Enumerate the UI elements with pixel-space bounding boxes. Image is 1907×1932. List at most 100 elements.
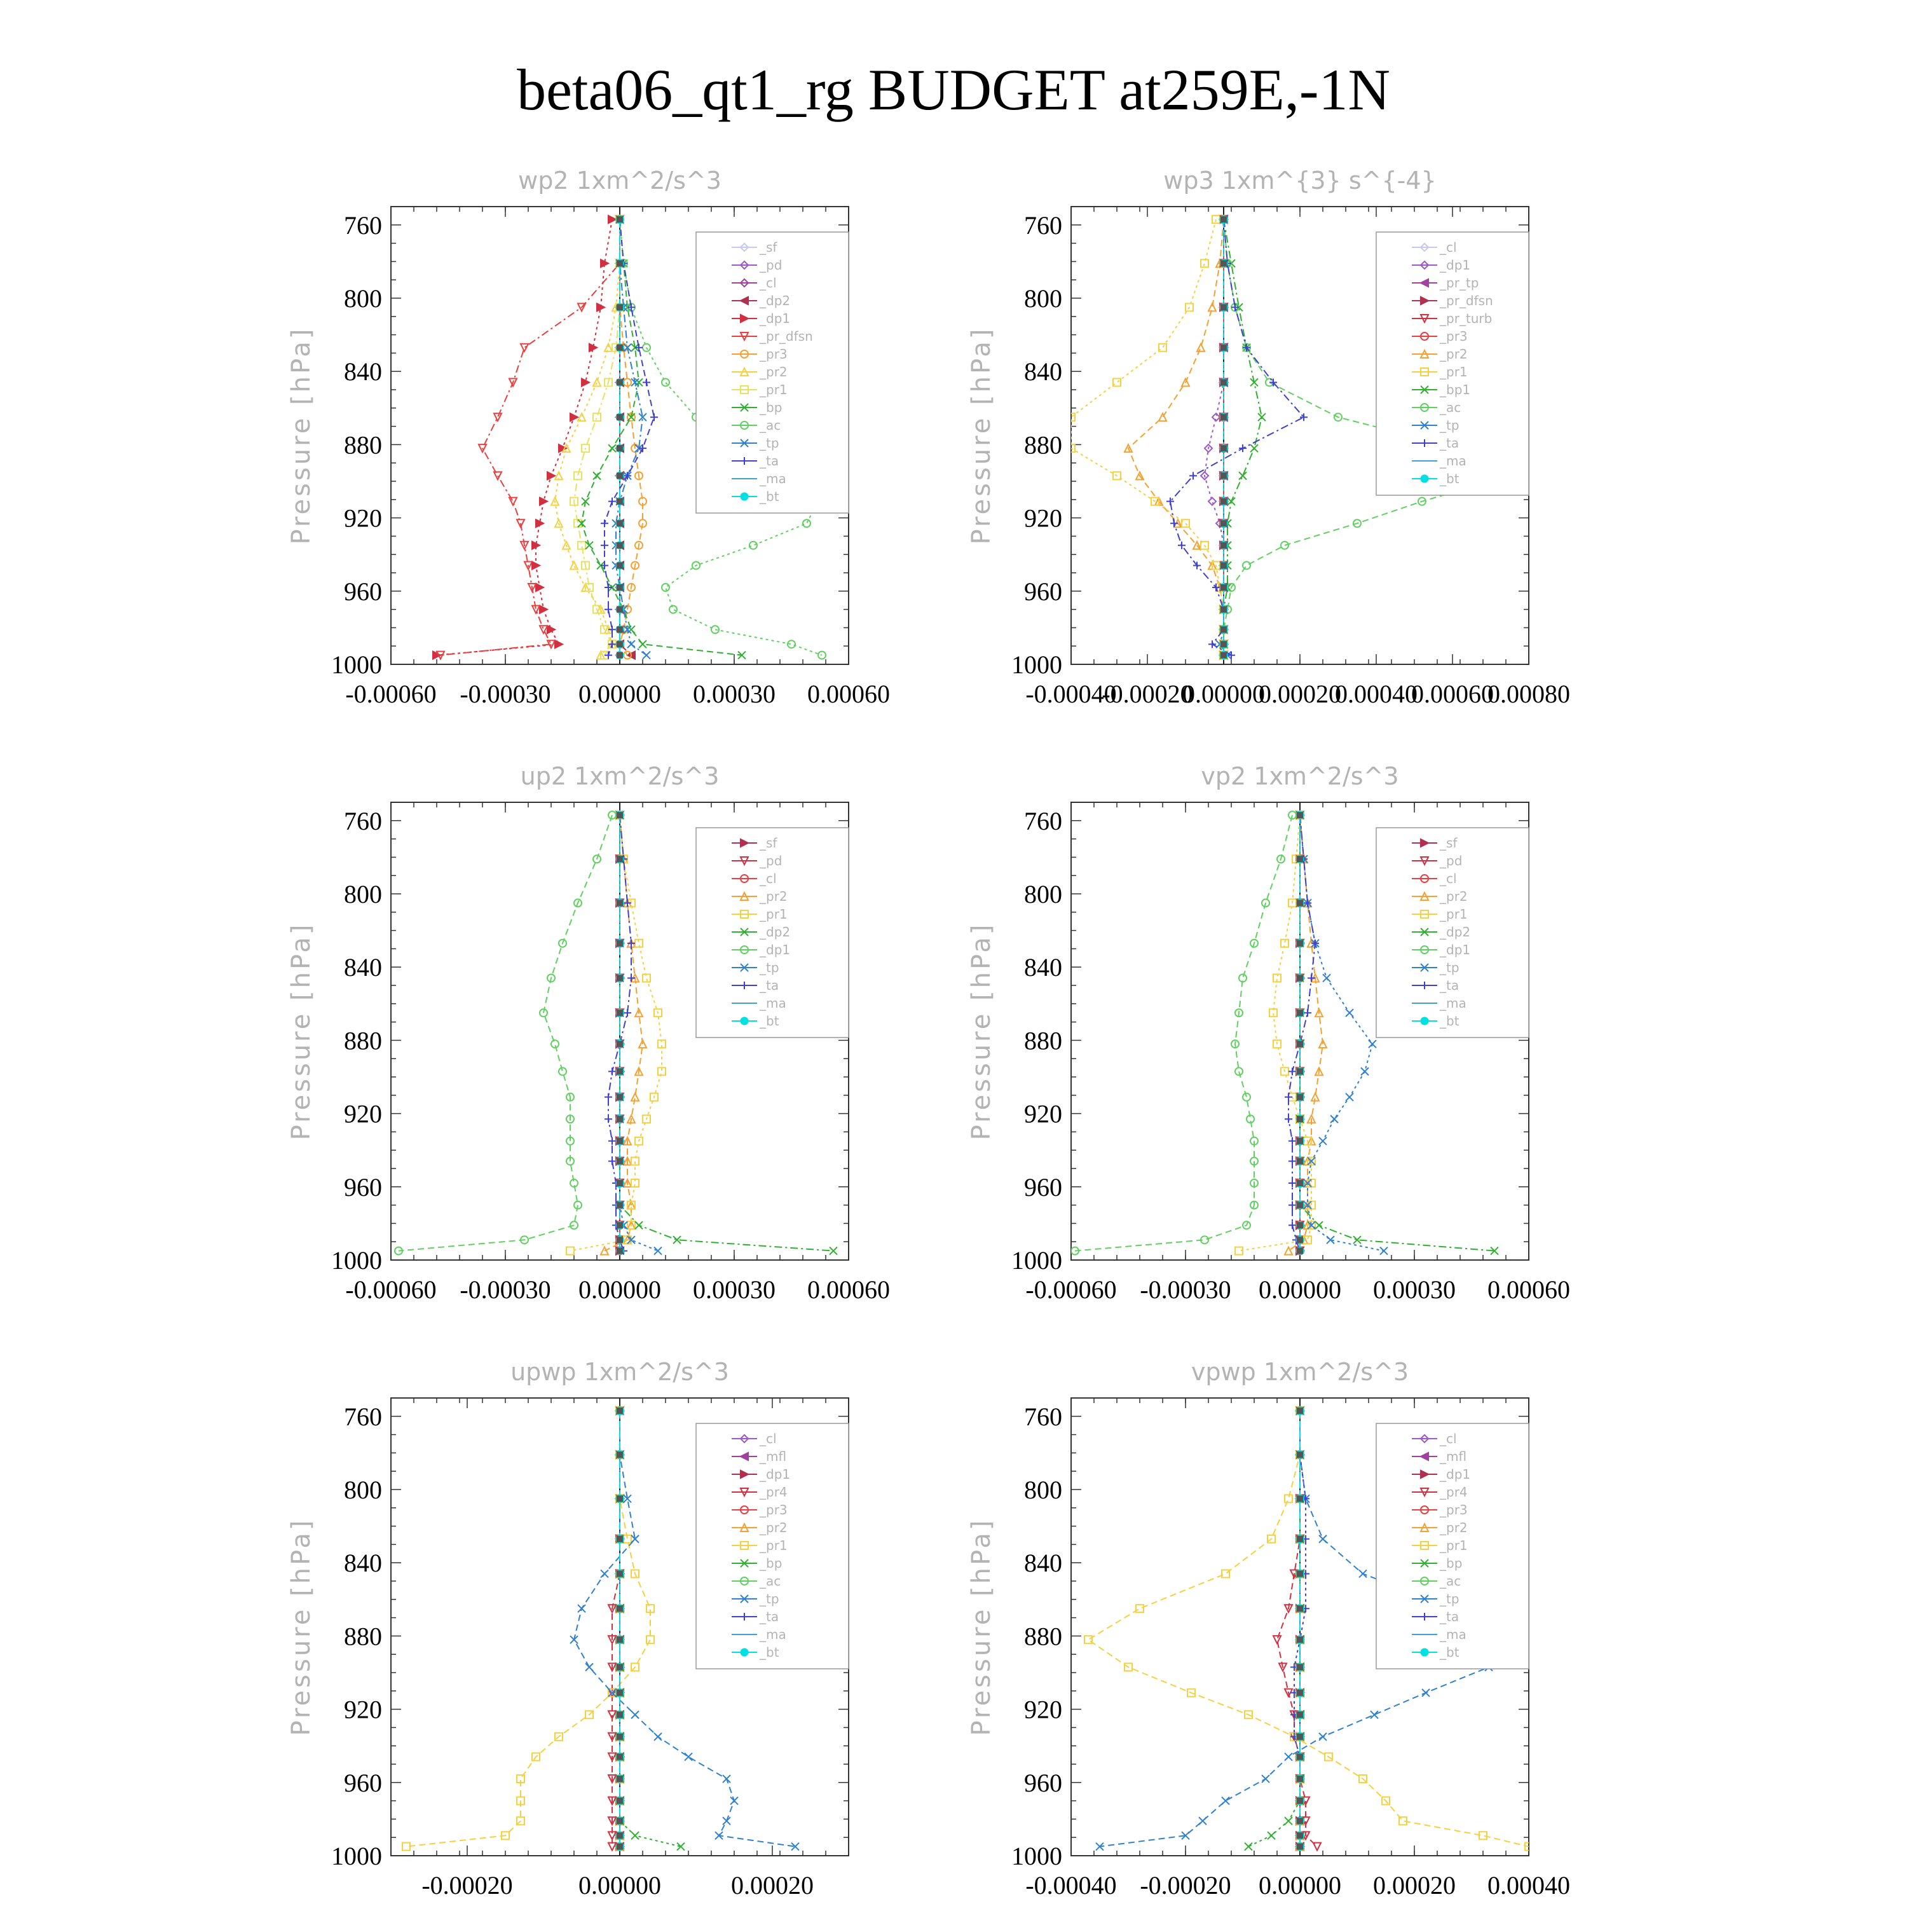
legend-item: _pd [732, 257, 782, 273]
data-point [601, 561, 608, 570]
data-point [1322, 973, 1331, 983]
plot-area [432, 214, 826, 661]
legend-marker [1420, 963, 1429, 972]
data-point [643, 378, 650, 387]
data-point [631, 1179, 639, 1188]
data-point [676, 1842, 685, 1851]
data-point [531, 605, 541, 615]
legend-marker [740, 313, 750, 324]
series-line [1288, 815, 1316, 1251]
legend-marker [740, 1594, 749, 1603]
legend-label: _bt [1439, 1013, 1459, 1029]
panel-title: up2 1xm^2/s^3 [521, 762, 720, 790]
data-point [547, 973, 556, 983]
legend-marker [1419, 1434, 1430, 1444]
data-point [1276, 854, 1285, 864]
y-tick-label: 840 [344, 953, 382, 982]
data-point [1071, 1246, 1079, 1256]
zero-marker [617, 1202, 623, 1209]
data-point [1238, 973, 1247, 983]
legend-label: _ta [759, 978, 779, 993]
plot-area [1071, 214, 1514, 661]
x-tick-label: -0.00060 [1025, 1275, 1116, 1304]
legend-item: _bt [732, 489, 779, 504]
y-axis-label: Pressure [hPa] [967, 922, 996, 1141]
legend-label: _dp1 [759, 942, 790, 957]
series-tp [570, 1406, 800, 1851]
data-point [1084, 1635, 1093, 1645]
legend-label: _tp [1439, 418, 1459, 433]
legend-item: _bt [732, 1013, 779, 1029]
legend-label: _tp [1439, 1591, 1459, 1607]
legend-label: _mfl [759, 1449, 786, 1464]
data-point [592, 471, 601, 481]
panel-wp3: wp3 1xm^{3} s^{-4} Pressure [hPa] 760 800 84… [967, 156, 1646, 741]
zero-marker [1297, 1797, 1303, 1804]
zero-marker [1297, 1711, 1303, 1718]
zero-marker [1297, 1180, 1303, 1187]
zero-marker [1297, 1010, 1303, 1017]
data-point [627, 1200, 636, 1210]
data-point [561, 442, 571, 453]
series-line [1288, 815, 1324, 1252]
data-point [634, 1007, 644, 1018]
legend-marker [739, 260, 749, 270]
series-line [440, 219, 620, 656]
data-point [1250, 938, 1259, 948]
zero-marker [617, 1093, 623, 1100]
legend-item: _ac [732, 1573, 781, 1589]
zero-marker [617, 1116, 623, 1123]
legend-marker [1420, 1469, 1430, 1479]
data-point [432, 650, 442, 661]
legend-item: _pr2 [732, 364, 788, 380]
data-point [1267, 1831, 1276, 1840]
data-point [1315, 1221, 1323, 1230]
legend: _sf _pd _cl _pr2 _pr1 _dp2 _dp1 _tp _ta _ma _bt [1376, 827, 1529, 1038]
legend-label: _dp2 [759, 924, 790, 940]
legend-label: _pr1 [1439, 1538, 1468, 1553]
zero-marker [1297, 940, 1303, 947]
legend-label: _ac [1439, 1573, 1461, 1589]
y-tick-label: 960 [1024, 1173, 1062, 1202]
x-tick-label: 0.00060 [807, 680, 890, 708]
y-tick-label: 1000 [331, 650, 382, 679]
y-tick-label: 920 [1024, 1696, 1062, 1724]
series-line [406, 1411, 651, 1847]
zero-marker [1220, 652, 1227, 659]
data-point [566, 1156, 575, 1166]
data-point [1198, 1816, 1207, 1825]
y-tick-label: 920 [344, 1696, 382, 1724]
x-tick-label: -0.00020 [1102, 680, 1193, 708]
legend-marker [739, 296, 749, 306]
y-tick-label: 920 [344, 504, 382, 533]
legend-item: _pr2 [1412, 889, 1468, 904]
data-point [577, 411, 587, 422]
panel-title: wp3 1xm^{3} s^{-4} [1163, 167, 1436, 195]
legend-label: _bp [759, 400, 782, 415]
legend-label: _dp1 [1439, 942, 1470, 957]
data-point [519, 540, 530, 551]
panel-vpwp: vpwp 1xm^2/s^3 Pressure [hPa] 760 800 840 880… [967, 1347, 1646, 1932]
data-point [603, 342, 613, 352]
legend-label: _pd [1439, 853, 1462, 868]
series-line [619, 1411, 681, 1847]
legend-item: _ma [1412, 1627, 1466, 1642]
legend-item: _dp2 [732, 293, 790, 308]
series-ta [601, 216, 658, 659]
legend-item: _ta [732, 978, 779, 993]
data-point [631, 1710, 639, 1719]
data-point [573, 898, 582, 908]
x-tick-label: -0.00040 [1025, 1871, 1116, 1900]
data-point [1250, 1136, 1259, 1146]
data-point [1181, 519, 1190, 528]
legend-item: _sf [1412, 835, 1458, 851]
data-point [493, 413, 503, 423]
zero-marker [617, 606, 623, 613]
data-point [539, 1008, 548, 1018]
legend-item: _tp [1412, 960, 1459, 975]
zero-marker [617, 520, 623, 527]
data-point [730, 1796, 739, 1805]
legend-label: _ma [1439, 1627, 1466, 1642]
series-tp [1295, 811, 1388, 1256]
legend-label: _pr4 [759, 1484, 788, 1500]
